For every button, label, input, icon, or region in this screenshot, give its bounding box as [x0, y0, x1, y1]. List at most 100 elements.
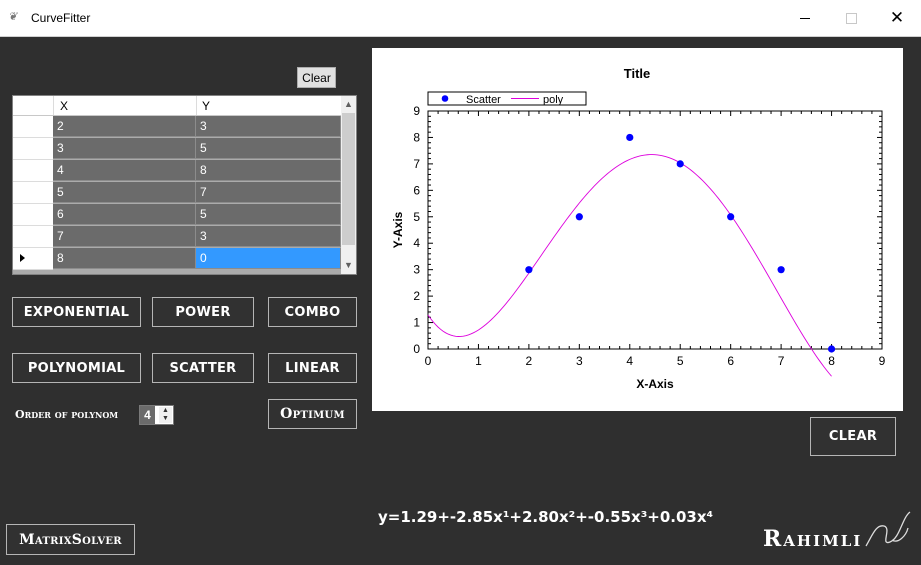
order-spinner[interactable]: 4 ▲ ▼ [139, 405, 174, 425]
cell-x[interactable]: 8 [53, 248, 196, 269]
cell-y[interactable]: 3 [196, 226, 341, 247]
clear-chart-button[interactable]: CLEAR [810, 417, 896, 456]
cell-x[interactable]: 3 [53, 138, 196, 159]
optimum-button[interactable]: Optimum [268, 399, 357, 429]
title-bar: ❦ CurveFitter ✕ [0, 0, 921, 37]
cell-y[interactable]: 5 [196, 138, 341, 159]
row-header[interactable] [13, 138, 53, 160]
grid-scrollbar[interactable]: ▲ ▼ [341, 96, 356, 274]
y-tick-label: 4 [413, 236, 420, 250]
y-tick-label: 8 [413, 130, 420, 144]
minimize-button[interactable] [782, 0, 828, 36]
close-button[interactable]: ✕ [874, 0, 920, 36]
y-axis-label: Y-Axis [391, 211, 405, 248]
cell-x[interactable]: 6 [53, 204, 196, 225]
window-title: CurveFitter [31, 11, 91, 25]
clear-grid-button[interactable]: Clear [297, 67, 336, 88]
cell-x[interactable]: 4 [53, 160, 196, 181]
spinner-down-icon[interactable]: ▼ [159, 415, 172, 423]
x-tick-label: 4 [626, 354, 633, 368]
chart-panel: Title X-Axis Y-Axis 0 1 2 3 4 5 6 7 8 9 0 1 2 3 4 5 6 7 8 9 Sca… [372, 48, 903, 411]
scatter-point [777, 266, 785, 274]
scroll-down-icon[interactable]: ▼ [344, 260, 353, 270]
app-icon: ❦ [8, 10, 18, 23]
scroll-up-icon[interactable]: ▲ [344, 99, 353, 109]
cell-x[interactable]: 7 [53, 226, 196, 247]
column-header-x[interactable]: X [60, 99, 69, 113]
cell-y[interactable]: 3 [196, 116, 341, 137]
y-tick-label: 2 [413, 289, 420, 303]
row-header[interactable] [13, 248, 53, 270]
scatter-button[interactable]: SCATTER [152, 353, 254, 383]
spinner-up-icon[interactable]: ▲ [159, 407, 172, 415]
x-axis-label: X-Axis [636, 377, 674, 391]
column-separator [53, 96, 54, 115]
polynomial-button[interactable]: POLYNOMIAL [12, 353, 141, 383]
cell-x[interactable]: 5 [53, 182, 196, 203]
combo-button[interactable]: COMBO [268, 297, 357, 327]
cell-y[interactable]: 5 [196, 204, 341, 225]
row-header[interactable] [13, 204, 53, 226]
scatter-point [525, 266, 533, 274]
row-header[interactable] [13, 226, 53, 248]
linear-button[interactable]: LINEAR [268, 353, 357, 383]
x-tick-label: 6 [727, 354, 734, 368]
chart-svg: Title X-Axis Y-Axis 0 1 2 3 4 5 6 7 8 9 0 1 2 3 4 5 6 7 8 9 Sca… [391, 66, 886, 391]
maximize-button[interactable] [828, 0, 874, 36]
cell-y[interactable]: 8 [196, 160, 341, 181]
x-tick-label: 9 [879, 354, 886, 368]
row-header[interactable] [13, 160, 53, 182]
close-icon: ✕ [889, 8, 905, 28]
y-tick-label: 1 [413, 316, 420, 330]
matrix-solver-button[interactable]: MatrixSolver [6, 524, 135, 555]
x-tick-label: 2 [526, 354, 533, 368]
column-separator [196, 96, 197, 115]
scatter-point [676, 160, 684, 168]
scatter-point [575, 213, 583, 221]
row-header[interactable] [13, 116, 53, 138]
plot-area [427, 110, 883, 350]
y-tick-label: 9 [413, 104, 420, 118]
y-tick-label: 0 [413, 342, 420, 356]
scatter-point [626, 133, 634, 142]
current-row-icon [20, 254, 25, 262]
signature-text: Rahimli [763, 526, 863, 552]
x-tick-label: 3 [576, 354, 583, 368]
legend-poly-label: poly [543, 94, 564, 106]
column-header-y[interactable]: Y [202, 99, 211, 113]
order-of-polynom-label: Order of polynom [15, 408, 119, 421]
row-header[interactable] [13, 182, 53, 204]
scatter-point [827, 345, 836, 353]
x-tick-label: 8 [828, 354, 835, 368]
legend-scatter-label: Scatter [466, 94, 501, 106]
legend-box [427, 91, 587, 106]
y-tick-label: 5 [413, 210, 420, 224]
cell-y[interactable]: 0 [196, 248, 341, 269]
scatter-point [727, 213, 735, 221]
y-tick-label: 3 [413, 263, 420, 277]
signature-scribble [865, 511, 911, 547]
grid-header: X Y [13, 96, 341, 116]
order-value[interactable]: 4 [140, 406, 155, 424]
cell-y[interactable]: 7 [196, 182, 341, 203]
scroll-thumb[interactable] [342, 113, 355, 245]
x-tick-label: 0 [425, 354, 432, 368]
power-button[interactable]: POWER [152, 297, 254, 327]
exponential-button[interactable]: EXPONENTIAL [12, 297, 141, 327]
minimize-icon [800, 17, 810, 19]
y-tick-label: 6 [413, 183, 420, 197]
chart-title: Title [624, 66, 651, 81]
fit-equation: y=1.29+-2.85x¹+2.80x²+-0.55x³+0.03x⁴ [378, 508, 714, 526]
legend-scatter-marker [441, 95, 449, 102]
cell-x[interactable]: 2 [53, 116, 196, 137]
poly-series-line [427, 154, 832, 377]
maximize-icon [845, 12, 857, 24]
